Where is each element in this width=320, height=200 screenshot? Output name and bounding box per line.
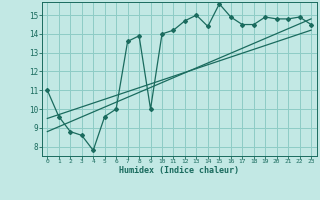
X-axis label: Humidex (Indice chaleur): Humidex (Indice chaleur): [119, 166, 239, 175]
